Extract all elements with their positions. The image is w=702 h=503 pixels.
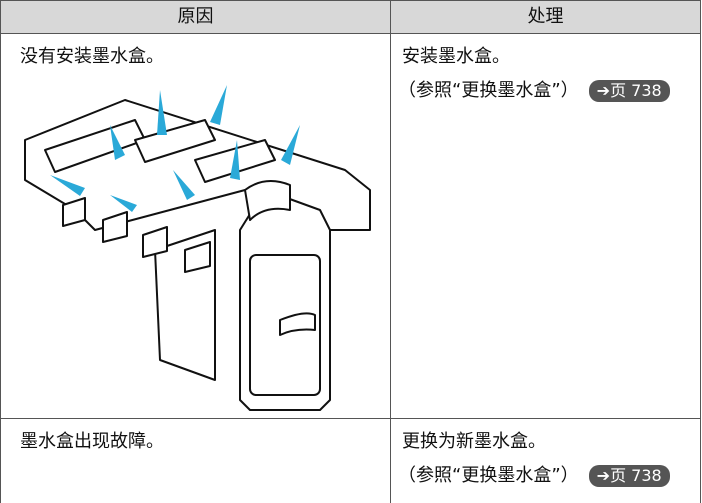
table-cell (0, 419, 391, 503)
reference: （参照“更换墨水盒”） ➔页 738 (398, 78, 670, 104)
action-text: 安装墨水盒。 (402, 46, 510, 67)
header-cell: 处理 (391, 0, 701, 34)
header-cell: 原因 (0, 0, 391, 34)
cause-text: 墨水盒出现故障。 (20, 431, 164, 452)
cause-text: 没有安装墨水盒。 (20, 46, 164, 67)
action-text: 更换为新墨水盒。 (402, 431, 546, 452)
page-link[interactable]: ➔页 738 (588, 80, 670, 102)
table-cell (391, 419, 701, 503)
table-cell (0, 34, 391, 419)
reference-text: （参照“更换墨水盒”） (398, 465, 579, 486)
illustration (24, 85, 371, 411)
table-cell (391, 34, 701, 419)
page-link[interactable]: ➔页 738 (588, 465, 670, 487)
reference: （参照“更换墨水盒”） ➔页 738 (398, 463, 670, 489)
reference-text: （参照“更换墨水盒”） (398, 80, 579, 101)
